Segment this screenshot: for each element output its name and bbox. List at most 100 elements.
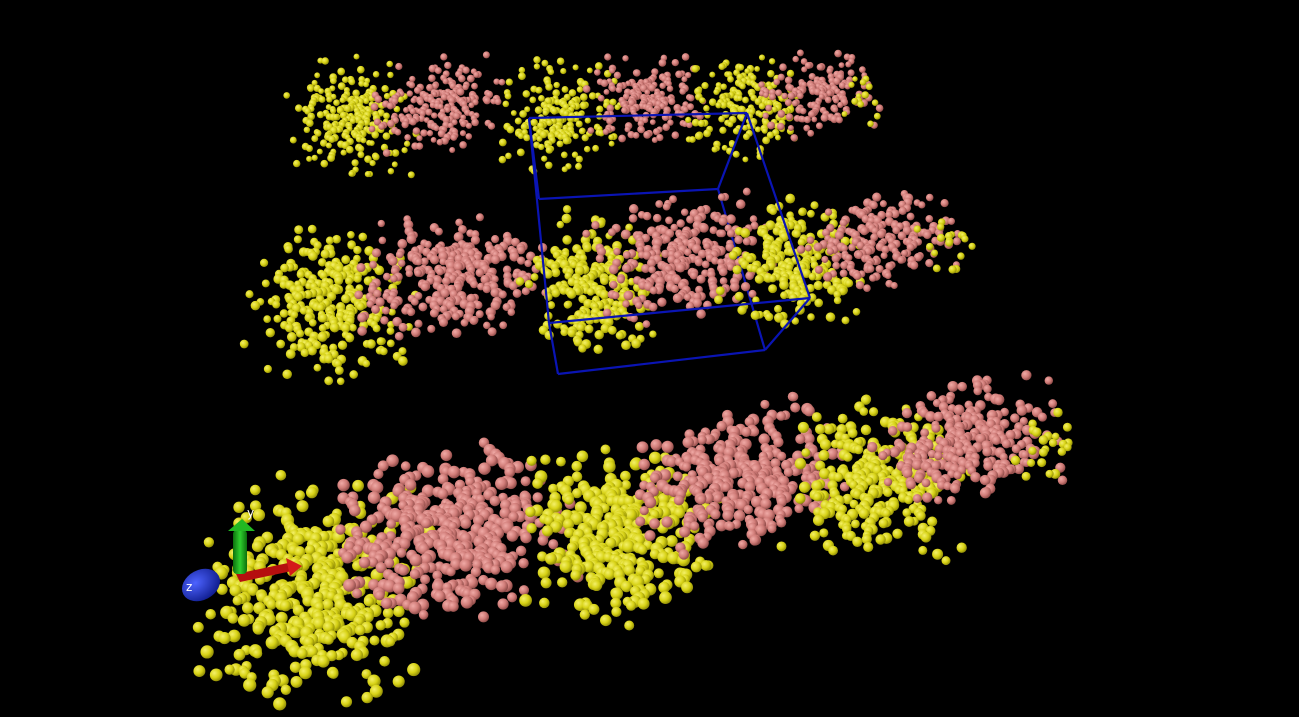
particle bbox=[683, 437, 694, 448]
particle bbox=[649, 303, 658, 312]
particle bbox=[840, 269, 848, 277]
particle bbox=[623, 251, 631, 259]
particle bbox=[380, 347, 388, 355]
particle bbox=[349, 79, 356, 86]
particle bbox=[233, 502, 244, 513]
particle bbox=[460, 518, 471, 529]
particle bbox=[403, 107, 409, 113]
particle bbox=[324, 376, 333, 385]
particle bbox=[785, 194, 795, 204]
particle bbox=[319, 314, 328, 323]
particle bbox=[716, 286, 725, 295]
particle bbox=[219, 632, 231, 644]
particle bbox=[709, 98, 717, 106]
particle bbox=[863, 542, 873, 552]
particle bbox=[352, 159, 359, 166]
particle bbox=[307, 85, 314, 92]
particle bbox=[884, 478, 892, 486]
particle bbox=[790, 403, 800, 413]
particle bbox=[881, 252, 888, 259]
particle bbox=[430, 309, 439, 318]
particle bbox=[431, 137, 437, 143]
particle bbox=[318, 88, 324, 94]
particle bbox=[696, 309, 706, 319]
particle bbox=[436, 268, 444, 276]
particle bbox=[777, 110, 785, 118]
particle bbox=[767, 70, 774, 77]
particle bbox=[519, 110, 527, 118]
particle bbox=[852, 76, 857, 81]
particle bbox=[448, 466, 461, 479]
particle bbox=[501, 561, 513, 573]
particle bbox=[867, 442, 878, 453]
particle bbox=[390, 302, 398, 310]
particle bbox=[341, 696, 352, 707]
particle bbox=[424, 241, 432, 249]
particle bbox=[925, 215, 933, 223]
particle bbox=[775, 135, 781, 141]
particle bbox=[387, 327, 395, 335]
particle bbox=[476, 213, 484, 221]
particle bbox=[948, 218, 955, 225]
particle bbox=[768, 284, 777, 293]
particle bbox=[516, 277, 525, 286]
particle bbox=[283, 92, 290, 99]
particle bbox=[675, 71, 683, 79]
particle bbox=[720, 277, 728, 285]
particle bbox=[743, 133, 750, 140]
particle bbox=[840, 219, 848, 227]
particle bbox=[673, 471, 683, 481]
particle bbox=[797, 245, 806, 254]
particle bbox=[499, 156, 507, 164]
particle bbox=[515, 117, 522, 124]
particle bbox=[931, 424, 940, 433]
particle bbox=[369, 126, 376, 133]
particle bbox=[834, 297, 842, 305]
particle bbox=[853, 272, 861, 280]
particle bbox=[600, 615, 612, 627]
particle bbox=[659, 82, 665, 88]
particle bbox=[371, 305, 380, 314]
particle bbox=[1038, 413, 1047, 422]
box-edge bbox=[558, 350, 765, 374]
particle bbox=[398, 259, 406, 267]
particle bbox=[381, 85, 388, 92]
particle bbox=[462, 67, 469, 74]
particle bbox=[718, 230, 726, 238]
box-edge bbox=[765, 298, 810, 350]
particle bbox=[545, 83, 553, 91]
particle bbox=[832, 254, 840, 262]
particle bbox=[762, 136, 770, 144]
particle bbox=[598, 95, 605, 102]
particle bbox=[560, 560, 573, 573]
particle bbox=[860, 79, 867, 86]
particle bbox=[390, 275, 398, 283]
particle bbox=[922, 492, 932, 502]
particle bbox=[592, 145, 599, 152]
particle bbox=[395, 332, 404, 341]
particle bbox=[409, 118, 417, 126]
particle bbox=[759, 103, 766, 110]
particle bbox=[450, 134, 457, 141]
particle bbox=[295, 104, 302, 111]
particle bbox=[398, 356, 408, 366]
particle bbox=[420, 129, 427, 136]
particle bbox=[337, 479, 349, 491]
particle bbox=[662, 123, 670, 131]
particle bbox=[534, 63, 540, 69]
particle bbox=[1010, 413, 1019, 422]
particle bbox=[879, 518, 889, 528]
particle bbox=[696, 495, 706, 505]
particle bbox=[618, 135, 626, 143]
particle bbox=[883, 488, 892, 497]
particle bbox=[629, 214, 638, 223]
particle bbox=[804, 116, 811, 123]
particle bbox=[733, 151, 740, 158]
particle bbox=[405, 479, 417, 491]
particle bbox=[1021, 450, 1030, 459]
particle bbox=[375, 95, 383, 103]
particle bbox=[245, 290, 253, 298]
particle bbox=[505, 93, 512, 100]
particle bbox=[326, 237, 334, 245]
